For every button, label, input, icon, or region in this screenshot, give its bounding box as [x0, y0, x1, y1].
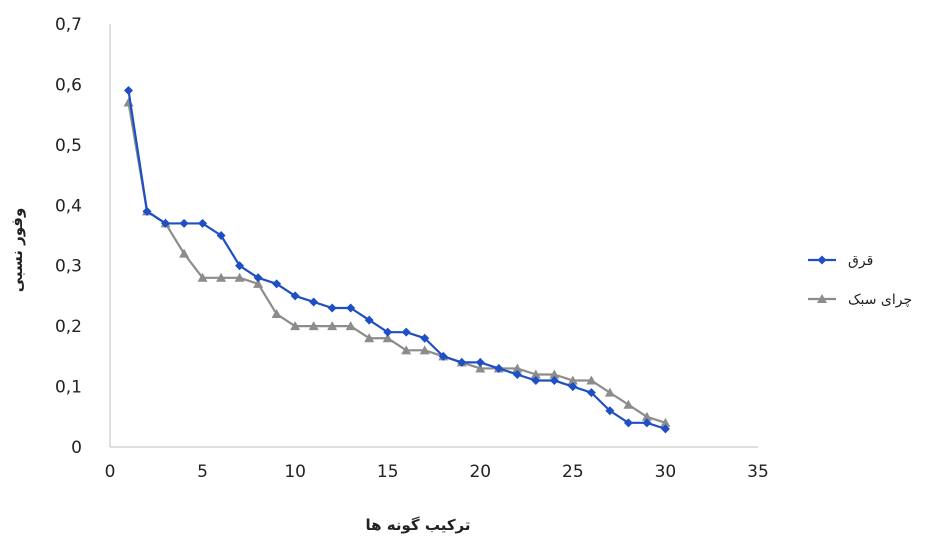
legend: قرق چرای سبک: [808, 253, 912, 308]
data-point-marker: [605, 406, 615, 416]
data-point-marker: [290, 321, 301, 331]
data-point-marker: [216, 231, 226, 240]
data-point-marker: [253, 278, 264, 288]
data-point-marker: [179, 218, 189, 228]
data-point-marker: [327, 321, 338, 331]
data-point-marker: [383, 327, 393, 337]
x-tick-label: 5: [197, 462, 208, 482]
data-point-marker: [420, 333, 430, 343]
legend-item: قرق: [808, 253, 873, 269]
data-point-marker: [197, 272, 208, 282]
axes: [109, 24, 758, 448]
data-point-marker: [401, 327, 411, 337]
legend-item: چرای سبک: [808, 292, 912, 308]
data-point-marker: [817, 255, 827, 265]
y-tick-label: 0,5: [55, 136, 82, 156]
data-point-marker: [623, 418, 633, 428]
series-group: [124, 85, 670, 434]
x-tick-label: 0: [105, 462, 116, 482]
data-point-marker: [457, 357, 467, 367]
data-point-marker: [475, 357, 485, 367]
data-point-marker: [235, 261, 245, 271]
x-tick-label: 15: [377, 462, 399, 482]
data-point-marker: [290, 291, 300, 301]
data-point-marker: [549, 369, 560, 379]
data-point-marker: [401, 345, 412, 355]
data-point-marker: [216, 272, 227, 282]
data-point-marker: [586, 388, 596, 398]
data-point-marker: [142, 206, 152, 216]
data-point-marker: [530, 369, 541, 379]
data-point-marker: [364, 333, 375, 343]
x-tick-label: 25: [562, 462, 584, 482]
data-point-marker: [567, 375, 578, 385]
data-point-marker: [179, 248, 190, 258]
data-point-marker: [604, 387, 615, 397]
data-point-marker: [345, 321, 356, 331]
x-axis-title: ترکیب گونه ها: [365, 516, 470, 534]
data-point-marker: [123, 97, 134, 107]
y-axis-title: وفور نسبی: [8, 208, 26, 293]
data-point-marker: [308, 321, 319, 331]
data-point-marker: [419, 345, 430, 355]
data-point-marker: [253, 273, 263, 283]
data-point-marker: [568, 382, 578, 392]
data-point-marker: [623, 399, 634, 409]
legend-label: قرق: [848, 253, 873, 269]
data-point-marker: [817, 294, 827, 303]
series-group: [123, 97, 671, 427]
data-point-marker: [327, 303, 337, 313]
y-tick-label: 0,7: [55, 15, 82, 35]
data-point-marker: [641, 411, 652, 421]
x-tick-labels: 0 5 10 15 20 25 30 35: [105, 462, 769, 482]
series-line: [127, 90, 666, 430]
data-point-marker: [364, 315, 374, 325]
y-tick-label: 0,3: [55, 257, 82, 277]
data-point-marker: [475, 363, 486, 373]
data-point-marker: [642, 418, 652, 428]
legend-label: چرای سبک: [848, 292, 912, 308]
data-point-marker: [382, 333, 393, 343]
y-tick-label: 0,6: [55, 75, 82, 95]
data-point-marker: [531, 376, 541, 386]
data-point-marker: [660, 424, 670, 434]
data-point-marker: [494, 363, 504, 373]
y-tick-labels: 0 0,1 0,2 0,3 0,4 0,5 0,6 0,7: [55, 15, 82, 458]
y-tick-label: 0,1: [55, 378, 82, 398]
y-tick-label: 0: [71, 438, 82, 458]
data-point-marker: [309, 297, 319, 307]
data-point-marker: [512, 363, 523, 373]
y-tick-label: 0,2: [55, 317, 82, 337]
series-layer: [123, 85, 671, 434]
y-tick-label: 0,4: [55, 196, 82, 216]
data-point-marker: [346, 303, 356, 313]
data-point-marker: [512, 369, 522, 379]
data-point-marker: [438, 351, 448, 361]
x-tick-label: 10: [284, 462, 306, 482]
data-point-marker: [234, 272, 245, 282]
x-tick-label: 30: [655, 462, 677, 482]
data-point-marker: [586, 375, 597, 385]
data-point-marker: [124, 85, 134, 95]
data-point-marker: [660, 417, 671, 427]
data-point-marker: [271, 309, 282, 319]
series-line: [127, 102, 666, 424]
data-point-marker: [161, 218, 171, 228]
data-point-marker: [549, 376, 559, 386]
x-tick-label: 35: [747, 462, 769, 482]
x-tick-label: 20: [469, 462, 491, 482]
data-point-marker: [272, 279, 282, 289]
data-point-marker: [198, 218, 208, 228]
